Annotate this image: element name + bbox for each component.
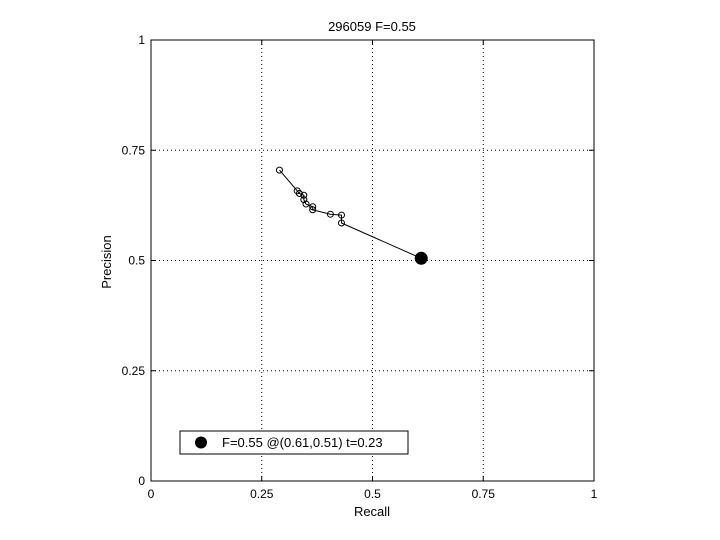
x-tick-label: 0.25	[250, 487, 274, 501]
legend: F=0.55 @(0.61,0.51) t=0.23	[179, 430, 409, 455]
chart-title: 296059 F=0.55	[328, 19, 416, 34]
data-point	[302, 200, 310, 208]
data-point	[337, 211, 345, 219]
legend-label: F=0.55 @(0.61,0.51) t=0.23	[222, 435, 383, 450]
data-point	[309, 206, 317, 214]
series-group	[275, 166, 428, 265]
data-point	[337, 219, 345, 227]
x-tick-label: 0	[148, 487, 155, 501]
y-tick-label: 0.25	[122, 364, 146, 378]
best-f-point	[414, 251, 428, 265]
data-point	[300, 191, 308, 199]
data-point	[326, 210, 334, 218]
x-axis-title: Recall	[354, 504, 390, 519]
x-tick-label: 0.5	[364, 487, 381, 501]
data-point	[309, 203, 317, 211]
x-tick-label: 0.75	[472, 487, 496, 501]
y-tick-label: 0.5	[128, 254, 145, 268]
y-tick-label: 1	[138, 33, 145, 47]
legend-box	[179, 430, 409, 455]
data-point	[295, 189, 303, 197]
x-tick-label: 1	[591, 487, 598, 501]
grid-lines	[151, 40, 594, 481]
y-axis-title: Precision	[99, 235, 114, 288]
data-point	[275, 166, 283, 174]
tick-group: 0 0.25 0.5 0.75 1 0 0.25 0.5 0.75 1	[122, 33, 598, 501]
y-tick-label: 0	[138, 474, 145, 488]
legend-marker	[195, 436, 207, 449]
y-tick-label: 0.75	[122, 143, 146, 157]
